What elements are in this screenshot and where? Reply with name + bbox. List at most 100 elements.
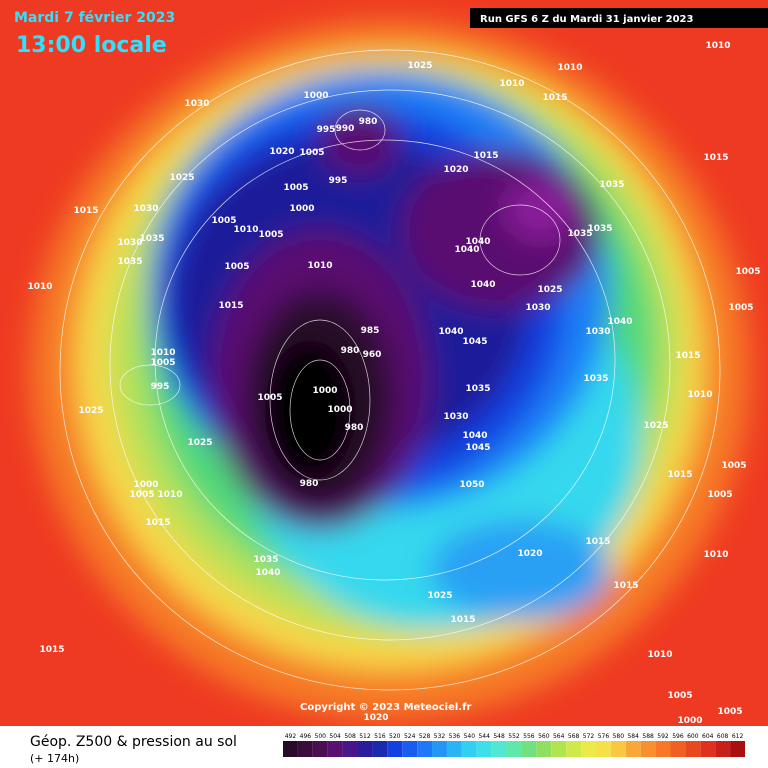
scale-label: 516 xyxy=(374,733,386,740)
pressure-label: 1015 xyxy=(675,351,700,361)
pressure-label: 1005 xyxy=(150,358,175,368)
color-scale: 492 496 500 504 508 512 516 520 524 528 532 536 540 5… xyxy=(283,733,745,757)
scale-swatch xyxy=(491,741,507,757)
pressure-label: 980 xyxy=(341,346,360,356)
scale-swatch xyxy=(655,741,671,757)
scale-label: 508 xyxy=(344,733,356,740)
scale-label: 608 xyxy=(717,733,729,740)
run-box xyxy=(470,8,768,28)
scale-swatch xyxy=(327,741,343,757)
pressure-label: 1010 xyxy=(27,282,52,292)
isobar-labels: 1010 1025 1010 1010 1015 1030 1000 980 995 990 102… xyxy=(27,41,760,726)
pressure-label: 1005 xyxy=(735,267,760,277)
scale-swatch xyxy=(521,741,537,757)
scale-swatch xyxy=(551,741,567,757)
pressure-label: 1040 xyxy=(470,280,495,290)
pressure-label: 1040 xyxy=(607,317,632,327)
scale-swatch xyxy=(342,741,358,757)
pressure-label: 1000 xyxy=(327,405,352,415)
pressure-label: 1015 xyxy=(145,518,170,528)
pressure-label: 1005 xyxy=(721,461,746,471)
pressure-label: 1000 xyxy=(303,91,328,101)
pressure-label: 1025 xyxy=(187,438,212,448)
pressure-label: 960 xyxy=(363,350,382,360)
pressure-label: 980 xyxy=(345,423,364,433)
pressure-label: 1005 xyxy=(717,707,742,717)
scale-swatch xyxy=(506,741,522,757)
scale-label: 560 xyxy=(538,733,550,740)
scale-label: 496 xyxy=(300,733,312,740)
scale-swatch xyxy=(610,741,626,757)
scale-label: 564 xyxy=(553,733,565,740)
pressure-label: 1035 xyxy=(139,234,164,244)
scale-label: 552 xyxy=(508,733,520,740)
pressure-label: 995 xyxy=(151,382,170,392)
pressure-label: 1030 xyxy=(184,99,209,109)
pressure-label: 1035 xyxy=(567,229,592,239)
pressure-label: 1010 xyxy=(233,225,258,235)
pressure-label: 1015 xyxy=(218,301,243,311)
scale-label: 596 xyxy=(672,733,684,740)
scale-swatch xyxy=(566,741,582,757)
pressure-label: 1015 xyxy=(450,615,475,625)
scale-label: 528 xyxy=(419,733,431,740)
pressure-label: 1010 xyxy=(499,79,524,89)
scale-swatch xyxy=(685,741,701,757)
scale-swatch xyxy=(700,741,716,757)
pressure-label: 1000 xyxy=(133,480,158,490)
pressure-label: 1005 xyxy=(707,490,732,500)
pressure-label: 1010 xyxy=(647,650,672,660)
pressure-label: 1020 xyxy=(269,147,294,157)
pressure-label: 1005 xyxy=(667,691,692,701)
date: Mardi 7 février 2023 xyxy=(14,10,175,26)
scale-label: 592 xyxy=(657,733,669,740)
pressure-label: 1000 xyxy=(677,716,702,726)
scale-label: 548 xyxy=(493,733,505,740)
pressure-label: 1005 xyxy=(299,148,324,158)
copyright: Copyright © 2023 Meteociel.fr xyxy=(300,702,471,713)
pressure-label: 1040 xyxy=(465,237,490,247)
scale-label: 576 xyxy=(598,733,610,740)
scale-swatch xyxy=(581,741,596,757)
scale-swatch xyxy=(297,741,313,757)
pressure-label: 1035 xyxy=(583,374,608,384)
scale-swatch xyxy=(715,741,731,757)
scale-label: 492 xyxy=(285,733,297,740)
pressure-label: 980 xyxy=(300,479,319,489)
lead: (+ 174h) xyxy=(30,752,79,765)
scale-swatch xyxy=(536,741,552,757)
scale-label: 568 xyxy=(568,733,580,740)
pressure-label: 1015 xyxy=(542,93,567,103)
pressure-label: 1025 xyxy=(537,285,562,295)
pressure-label: 1030 xyxy=(133,204,158,214)
scale-label: 588 xyxy=(642,733,654,740)
pressure-label: 1025 xyxy=(427,591,452,601)
pressure-label: 1015 xyxy=(473,151,498,161)
pressure-label: 1015 xyxy=(39,645,64,655)
pressure-label: 1005 xyxy=(129,490,154,500)
scale-swatch xyxy=(432,741,447,757)
scale-swatch xyxy=(402,741,418,757)
scale-label: 540 xyxy=(464,733,476,740)
pressure-label: 1015 xyxy=(613,581,638,591)
pressure-label: 1000 xyxy=(289,204,314,214)
pressure-label: 990 xyxy=(336,124,355,134)
scale-swatch xyxy=(417,741,433,757)
pressure-label: 1035 xyxy=(599,180,624,190)
scale-swatch xyxy=(730,741,745,757)
pressure-label: 1035 xyxy=(587,224,612,234)
run: Run GFS 6 Z du Mardi 31 janvier 2023 xyxy=(480,14,693,25)
scale-label: 524 xyxy=(404,733,416,740)
pressure-label: 1010 xyxy=(703,550,728,560)
scale-swatch xyxy=(446,741,462,757)
scale-swatch xyxy=(640,741,656,757)
pressure-label: 1010 xyxy=(687,390,712,400)
pressure-label: 1020 xyxy=(517,549,542,559)
pressure-label: 1040 xyxy=(255,568,280,578)
pressure-label: 1010 xyxy=(157,490,182,500)
pressure-label: 1030 xyxy=(525,303,550,313)
scale-swatch xyxy=(625,741,641,757)
pressure-label: 985 xyxy=(361,326,380,336)
